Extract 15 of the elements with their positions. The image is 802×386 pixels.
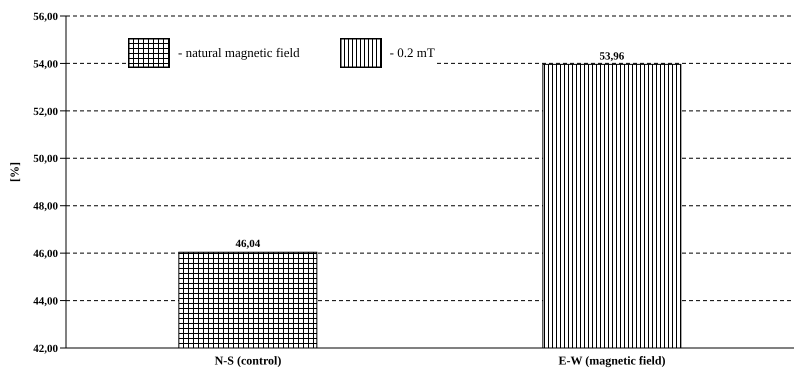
y-tick-label: 42,00 [33,342,58,355]
y-tick-label: 54,00 [33,58,58,70]
y-axis-title: [%] [7,162,22,182]
y-tick-label: 52,00 [33,106,58,118]
x-tick-label: N-S (control) [214,354,282,368]
x-tick-label: E-W (magnetic field) [558,354,666,368]
legend-label: - natural magnetic field [178,45,300,61]
y-tick-label: 44,00 [33,295,58,308]
y-tick-label: 46,00 [33,248,58,260]
legend-label: - 0.2 mT [390,45,435,61]
data-label: 46,04 [235,238,261,250]
y-tick-label: 56,00 [33,10,58,23]
y-tick-label: 50,00 [33,153,58,166]
y-tick-label: 48,00 [33,200,58,213]
data-label: 53,96 [599,50,625,62]
